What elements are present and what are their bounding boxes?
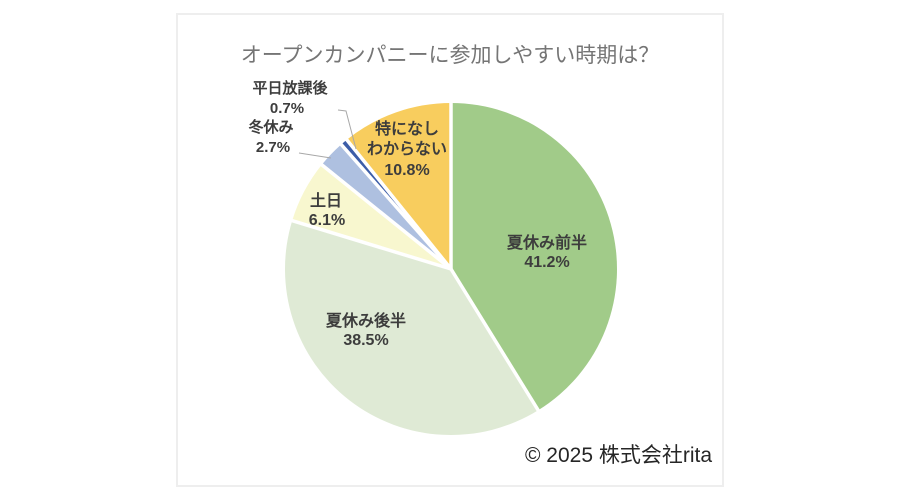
slice-label-0: 夏休み前半 bbox=[506, 233, 587, 252]
slice-separator bbox=[319, 162, 453, 271]
slice-percent-1: 38.5% bbox=[343, 332, 388, 349]
slice-percent-0: 41.2% bbox=[524, 254, 569, 271]
slice-percent-3: 2.7% bbox=[256, 139, 290, 156]
pie-slice-3 bbox=[321, 144, 451, 269]
pie-slice-1 bbox=[285, 220, 539, 435]
slice-percent-5: 10.8% bbox=[384, 162, 429, 179]
slice-label-5: 特になし bbox=[375, 119, 439, 138]
slice-label-2: 土日 bbox=[310, 191, 342, 210]
slice-separator bbox=[449, 268, 541, 413]
slice-percent-4: 0.7% bbox=[270, 100, 304, 117]
copyright-note: © 2025 株式会社rita bbox=[524, 444, 712, 467]
slice-label-5: わからない bbox=[367, 140, 447, 158]
slice-percent-2: 6.1% bbox=[309, 212, 345, 229]
slice-separator bbox=[289, 218, 452, 271]
pie-slice-5 bbox=[346, 103, 451, 269]
slice-separator bbox=[344, 137, 453, 271]
leader-line bbox=[337, 109, 357, 150]
slice-label-1: 夏休み後半 bbox=[325, 311, 406, 330]
leader-line bbox=[298, 152, 332, 159]
slice-label-4: 平日放課後 bbox=[252, 79, 328, 97]
chart-title: オープンカンパニーに参加しやすい時期は？ bbox=[240, 44, 660, 67]
chart-panel: オープンカンパニーに参加しやすい時期は？ 夏休み前半 41.2% 夏休み後半 38.5… bbox=[176, 13, 724, 487]
pie-slice-2 bbox=[292, 164, 451, 269]
slice-label-3: 冬休み bbox=[248, 118, 293, 136]
pie-chart: 夏休み前半 41.2% 夏休み後半 38.5% 土日 6.1% 冬休み 2.7% 平日放課後 0.… bbox=[248, 79, 617, 435]
